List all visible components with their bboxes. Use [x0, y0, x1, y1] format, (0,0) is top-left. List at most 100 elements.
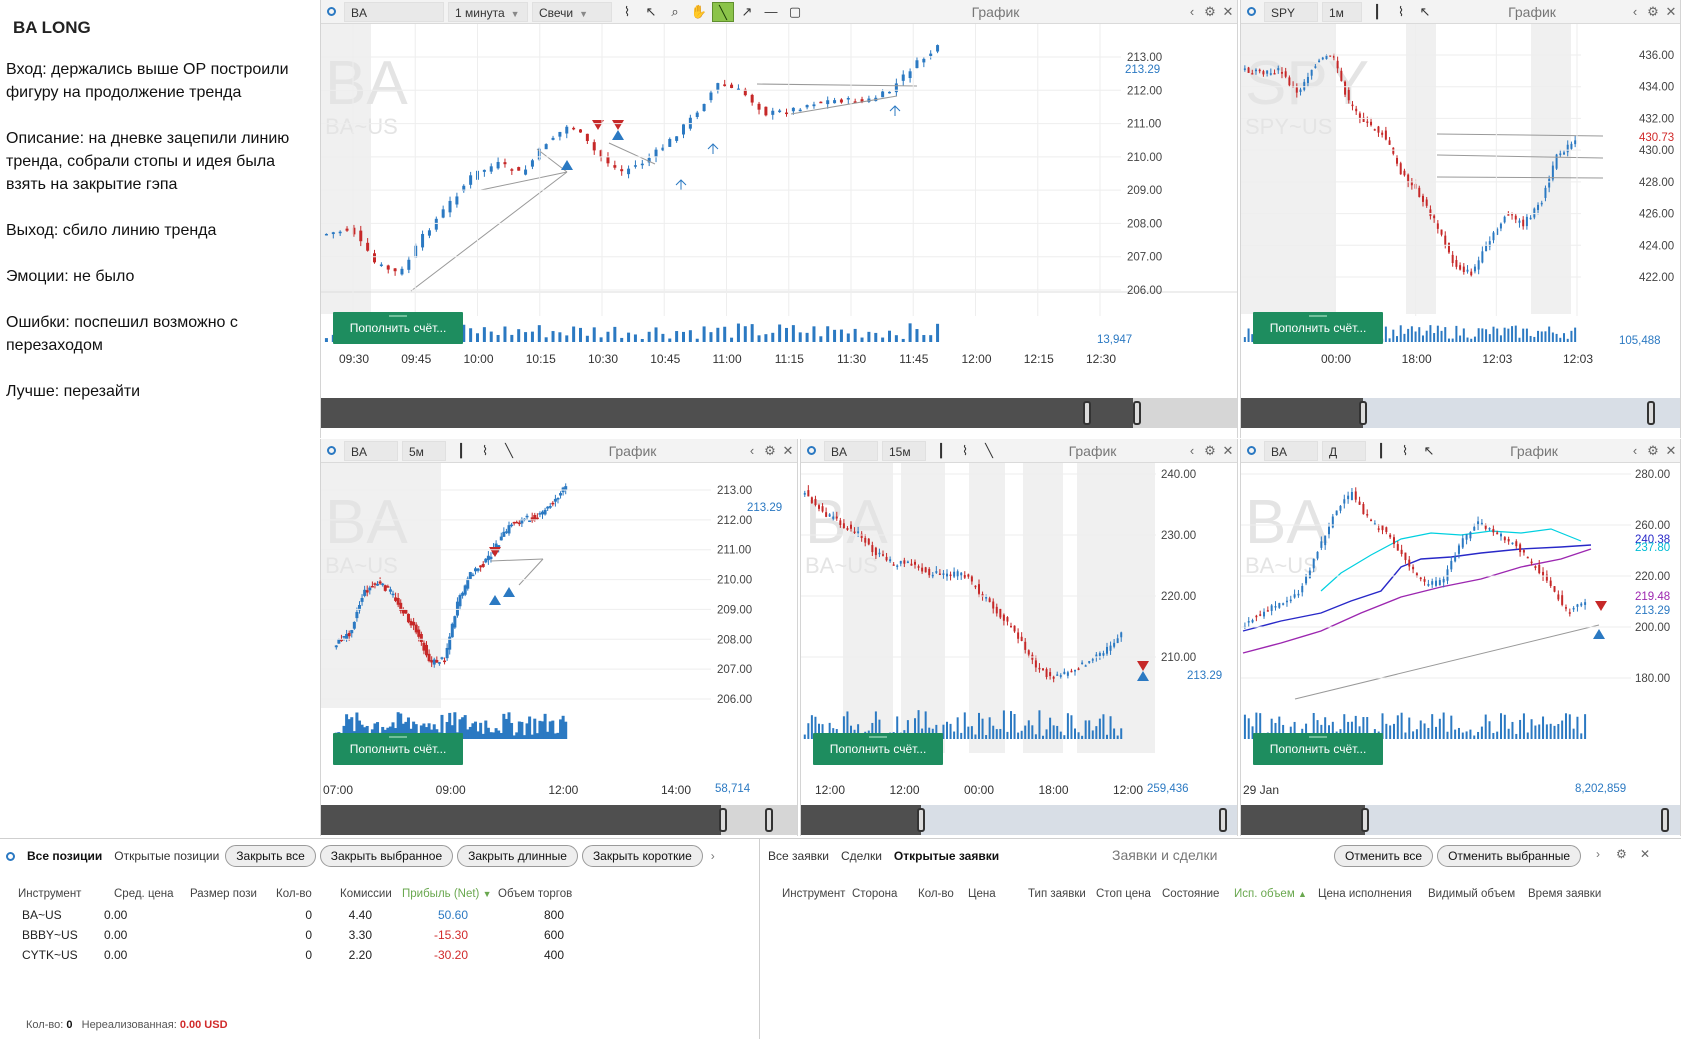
indicators-icon[interactable]: ⌇	[1397, 3, 1405, 19]
trendline-icon[interactable]: ╲	[985, 442, 993, 458]
rectangle-icon[interactable]: ▢	[788, 3, 802, 19]
navigator-handle-left[interactable]	[917, 808, 925, 832]
col-fill-price[interactable]: Цена исполнения	[1318, 888, 1412, 900]
candles-icon[interactable]: ┃	[937, 442, 945, 458]
tab-open-positions[interactable]: Открытые позиции	[114, 849, 220, 863]
col-stop-price[interactable]: Стоп цена	[1096, 888, 1151, 900]
navigator-handle-right[interactable]	[765, 808, 773, 832]
cursor-icon[interactable]: ↖	[645, 3, 657, 19]
col-order-type[interactable]: Тип заявки	[1028, 888, 1086, 900]
gear-icon[interactable]: ⚙	[1616, 847, 1627, 861]
close-icon[interactable]: ✕	[1665, 3, 1677, 19]
chart-type-select[interactable]: Свечи ▼	[532, 1, 612, 22]
hand-icon[interactable]: ✋	[690, 3, 708, 19]
col-commission[interactable]: Комиссии	[340, 888, 392, 900]
interval-select[interactable]: 1 минута ▼	[448, 1, 528, 22]
top-up-button[interactable]: Пополнить счёт...	[333, 733, 463, 765]
navigator-handle-left[interactable]	[1083, 401, 1091, 425]
chevron-right-icon[interactable]: ›	[710, 849, 715, 863]
gear-icon[interactable]: ⚙	[1204, 3, 1216, 19]
symbol-field[interactable]: BA	[824, 440, 878, 461]
chart-plot[interactable]: BA BA~US 213.00 212.00 211.00 210.00 209.00 2…	[321, 463, 797, 797]
cursor-icon[interactable]: ↖	[1423, 442, 1435, 458]
col-avg-price[interactable]: Сред. цена	[114, 888, 174, 900]
chevron-left-icon[interactable]: ‹	[1632, 4, 1638, 19]
chart-panel-ba-daily[interactable]: BA Д ┃ ⌇ ↖ График ‹ ⚙ ✕ BA BA~US 280.00 2…	[1240, 439, 1681, 836]
link-dot-icon[interactable]	[327, 446, 336, 455]
navigator-handle-left[interactable]	[1359, 401, 1367, 425]
symbol-field[interactable]: BA	[344, 1, 444, 22]
navigator-handle-right[interactable]	[1661, 808, 1669, 832]
symbol-field[interactable]: BA	[344, 440, 398, 461]
close-icon[interactable]: ✕	[1222, 442, 1234, 458]
close-short-button[interactable]: Закрыть короткие	[581, 845, 703, 867]
chevron-left-icon[interactable]: ‹	[1189, 443, 1195, 458]
chart-panel-ba-5m[interactable]: BA 5м ┃ ⌇ ╲ График ‹ ⚙ ✕ BA BA~US 213.00…	[320, 439, 798, 836]
chart-navigator[interactable]	[1241, 398, 1680, 428]
cancel-all-button[interactable]: Отменить все	[1334, 845, 1434, 867]
close-icon[interactable]: ✕	[1665, 442, 1677, 458]
close-all-button[interactable]: Закрыть все	[225, 845, 316, 867]
table-row[interactable]: BBBY~US 0.00 0 3.30 -15.30 600	[0, 925, 759, 945]
top-up-button[interactable]: Пополнить счёт...	[1253, 312, 1383, 344]
col-trade-volume[interactable]: Объем торгов	[498, 888, 573, 900]
col-position-size[interactable]: Размер пози	[190, 888, 257, 900]
top-up-button[interactable]: Пополнить счёт...	[1253, 733, 1383, 765]
table-row[interactable]: BA~US 0.00 0 4.40 50.60 800	[0, 905, 759, 925]
chart-navigator[interactable]	[321, 398, 1237, 428]
col-instrument[interactable]: Инструмент	[18, 888, 82, 900]
col-filled-volume[interactable]: Исп. объем ▲	[1234, 888, 1307, 900]
interval-select[interactable]: 1м	[1322, 1, 1362, 22]
chevron-right-icon[interactable]: ›	[1596, 847, 1600, 861]
symbol-field[interactable]: BA	[1264, 440, 1318, 461]
zoom-icon[interactable]: ⌕	[671, 3, 679, 19]
col-visible-volume[interactable]: Видимый объем	[1428, 888, 1516, 900]
gear-icon[interactable]: ⚙	[1204, 442, 1216, 458]
chart-navigator[interactable]	[1241, 805, 1680, 835]
tab-trades[interactable]: Сделки	[841, 849, 882, 863]
navigator-handle-right[interactable]	[1133, 401, 1141, 425]
top-up-button[interactable]: Пополнить счёт...	[333, 312, 463, 344]
cancel-selected-button[interactable]: Отменить выбранные	[1437, 845, 1582, 867]
gear-icon[interactable]: ⚙	[1647, 3, 1659, 19]
chevron-left-icon[interactable]: ‹	[749, 443, 755, 458]
chart-navigator[interactable]	[321, 805, 797, 835]
top-up-button[interactable]: Пополнить счёт...	[813, 733, 943, 765]
trendline-icon[interactable]: ╲	[505, 442, 513, 458]
col-qty[interactable]: Кол-во	[276, 888, 312, 900]
interval-select[interactable]: 15м	[882, 440, 926, 461]
navigator-handle-right[interactable]	[1219, 808, 1227, 832]
close-icon[interactable]: ✕	[782, 442, 794, 458]
indicators-icon[interactable]: ⌇	[623, 3, 631, 19]
gear-icon[interactable]: ⚙	[1647, 442, 1659, 458]
hline-icon[interactable]: —	[764, 3, 778, 19]
gear-icon[interactable]: ⚙	[764, 442, 776, 458]
close-icon[interactable]: ✕	[1222, 3, 1234, 19]
close-icon[interactable]: ✕	[1640, 847, 1651, 861]
chart-plot[interactable]: SPY SPY~US 436.00 434.00 432.00 430.00 428.0…	[1241, 24, 1680, 398]
close-long-button[interactable]: Закрыть длинные	[457, 845, 578, 867]
indicators-icon[interactable]: ⌇	[481, 442, 489, 458]
col-profit[interactable]: Прибыль (Net) ▼	[402, 888, 492, 900]
arrow-icon[interactable]: ↗	[741, 3, 753, 19]
trendline-icon[interactable]: ╲	[712, 1, 734, 22]
chevron-left-icon[interactable]: ‹	[1189, 4, 1195, 19]
chart-panel-ba-15m[interactable]: BA 15м ┃ ⌇ ╲ График ‹ ⚙ ✕ BA BA~US 240.0…	[800, 439, 1238, 836]
table-row[interactable]: CYTK~US 0.00 0 2.20 -30.20 400	[0, 945, 759, 965]
col-order-time[interactable]: Время заявки	[1528, 888, 1602, 900]
indicators-icon[interactable]: ⌇	[1401, 442, 1409, 458]
link-dot-icon[interactable]	[807, 446, 816, 455]
col-price[interactable]: Цена	[968, 888, 996, 900]
candles-icon[interactable]: ┃	[1377, 442, 1385, 458]
col-side[interactable]: Сторона	[852, 888, 898, 900]
chart-plot[interactable]: BA BA~US 240.00 230.00 220.00 210.00 213.29…	[801, 463, 1237, 797]
chevron-left-icon[interactable]: ‹	[1632, 443, 1638, 458]
tab-open-orders[interactable]: Открытые заявки	[893, 849, 1000, 863]
tab-all-orders[interactable]: Все заявки	[768, 849, 830, 863]
link-dot-icon[interactable]	[1247, 7, 1256, 16]
chart-panel-ba-1min[interactable]: BA 1 минута ▼ Свечи ▼ ⌇ ↖ ⌕ ✋ ╲ ↗ — ▢ Граф…	[320, 0, 1238, 438]
link-dot-icon[interactable]	[327, 7, 336, 16]
interval-select[interactable]: 5м	[402, 440, 446, 461]
interval-select[interactable]: Д	[1322, 440, 1366, 461]
indicators-icon[interactable]: ⌇	[961, 442, 969, 458]
